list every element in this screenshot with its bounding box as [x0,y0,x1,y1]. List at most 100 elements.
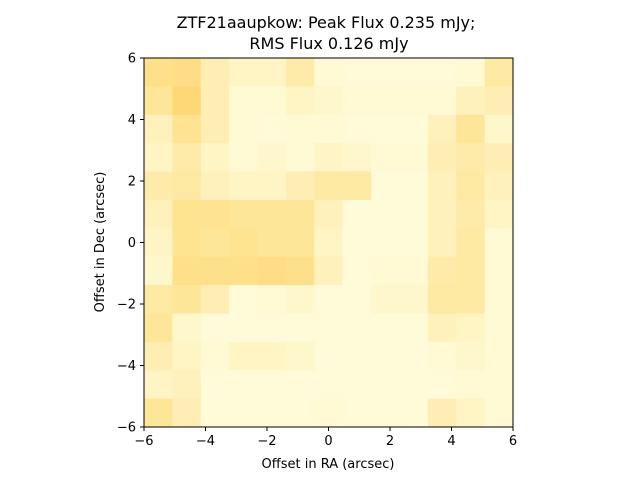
heatmap-cell [200,86,230,116]
heatmap-cell [144,370,173,400]
heatmap-cell [484,398,514,428]
heatmap-cell [200,143,230,173]
heatmap-cell [427,285,457,315]
heatmap-cell [371,256,401,286]
heatmap-cell [456,341,486,371]
y-tick-label: 0 [128,236,136,251]
heatmap-cell [229,313,259,343]
heatmap-cell [399,228,429,258]
heatmap-cell [229,256,259,286]
heatmap-cell [257,341,287,371]
heatmap-cell [342,171,372,201]
y-tick-label: −2 [117,298,136,313]
heatmap-cell [172,199,202,229]
heatmap-cell [172,171,202,201]
heatmap-cell [285,86,315,116]
heatmap-cell [371,143,401,173]
y-tick-label: 6 [128,52,136,67]
heatmap-cell [456,86,486,116]
chart-title-line1: ZTF21aaupkow: Peak Flux 0.235 mJy; [177,13,476,32]
heatmap-cell [314,228,344,258]
heatmap-cell [399,143,429,173]
heatmap-cell [342,143,372,173]
heatmap-cell [314,256,344,286]
heatmap-cell [285,228,315,258]
heatmap-cell [456,285,486,315]
heatmap-cell [399,86,429,116]
heatmap-cell [399,313,429,343]
x-tick-label: 6 [509,434,517,449]
heatmap-cell [371,370,401,400]
heatmap-cell [371,341,401,371]
y-tick-label: 2 [128,175,136,190]
heatmap-cell [285,58,315,87]
heatmap-cell [285,313,315,343]
heatmap-cell [314,199,344,229]
heatmap-cell [200,199,230,229]
heatmap-cell [342,86,372,116]
heatmap-cell [314,313,344,343]
heatmap-cell [399,171,429,201]
heatmap-cell [257,143,287,173]
heatmap-cell [172,398,202,428]
heatmap-cell [484,58,514,87]
heatmap-cell [229,143,259,173]
heatmap-cell [484,285,514,315]
heatmap-cell [314,143,344,173]
heatmap-cell [257,199,287,229]
heatmap-cell [427,114,457,144]
heatmap-cell [484,143,514,173]
heatmap-cell [200,171,230,201]
heatmap-cell [342,313,372,343]
heatmap-cell [144,256,173,286]
heatmap-cell [456,370,486,400]
heatmap-cell [144,285,173,315]
y-axis-label: Offset in Dec (arcsec) [93,172,108,313]
heatmap-cell [484,341,514,371]
heatmap-cell [342,370,372,400]
y-tick-label: 4 [128,113,136,128]
heatmap-cell [229,86,259,116]
heatmap-cell [172,256,202,286]
heatmap-cell [456,256,486,286]
heatmap-cell [200,313,230,343]
heatmap-cell [172,143,202,173]
x-axis-ticks: −6 −4 −2 0 2 4 6 [134,427,517,449]
heatmap-cell [200,58,230,87]
heatmap-cell [144,86,173,116]
heatmap-cell [399,114,429,144]
heatmap-cell [427,370,457,400]
heatmap-cell [144,114,173,144]
heatmap-cell [456,171,486,201]
heatmap-cell [427,171,457,201]
heatmap-cell [427,313,457,343]
heatmap-cell [484,86,514,116]
x-tick-label: 2 [386,434,394,449]
heatmap-cell [371,86,401,116]
y-tick-label: −4 [117,359,136,374]
heatmap-cell [257,313,287,343]
heatmap-cell [229,285,259,315]
heatmap-cell [285,199,315,229]
heatmap-cell [257,228,287,258]
heatmap-cell [314,398,344,428]
heatmap-cell [172,114,202,144]
heatmap-cell [399,256,429,286]
x-tick-label: 0 [324,434,332,449]
heatmap-cell [314,370,344,400]
heatmap-cell [456,398,486,428]
heatmap-cell [229,370,259,400]
y-tick-label: −6 [117,421,136,436]
heatmap-cell [342,228,372,258]
heatmap-cell [371,171,401,201]
heatmap-cell [314,171,344,201]
heatmap-cell [371,199,401,229]
heatmap-cell [427,228,457,258]
heatmap-cell [200,256,230,286]
heatmap-cell [314,285,344,315]
heatmap-cell [200,370,230,400]
heatmap-cell [229,58,259,87]
heatmap-cell [484,199,514,229]
heatmap-cell [172,313,202,343]
x-tick-label: −2 [257,434,276,449]
